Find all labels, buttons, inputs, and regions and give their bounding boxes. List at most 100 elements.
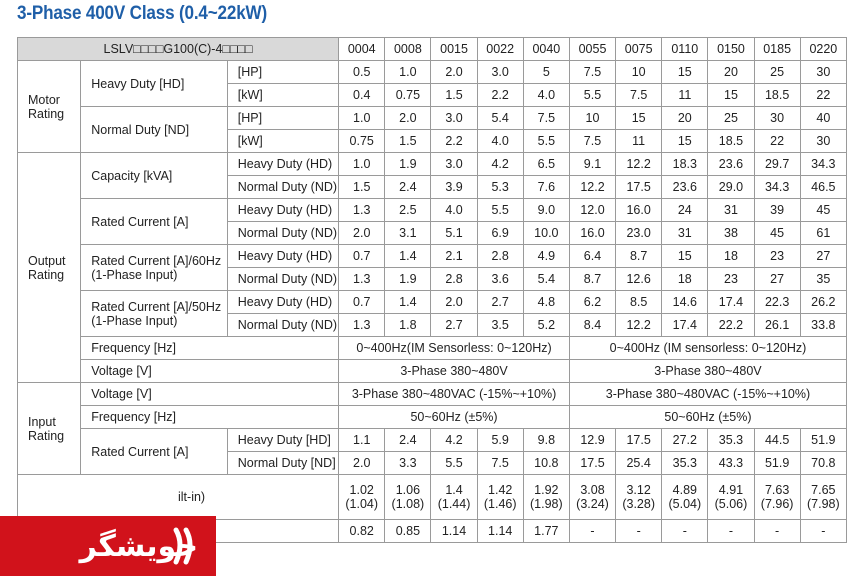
code-cell: 0008 xyxy=(384,37,432,61)
merged-value-cell: 3-Phase 380~480VAC (-15%~+10%) xyxy=(568,382,848,406)
value-cell: 15 xyxy=(661,129,709,153)
value-cell: - xyxy=(615,519,663,543)
value-paren: (5.06) xyxy=(714,497,748,511)
value-main: 1.02 xyxy=(349,483,374,497)
row-label: Voltage [V] xyxy=(80,359,340,383)
value-cell: 1.3 xyxy=(338,267,386,291)
value-cell: 1.3 xyxy=(338,313,386,337)
duty-label: Normal Duty (ND) xyxy=(226,313,340,337)
value-main: 7.63 xyxy=(764,483,790,497)
value-main: 4.91 xyxy=(718,483,744,497)
row-label: Capacity [kVA] xyxy=(80,152,228,199)
value-cell: 18 xyxy=(707,244,755,268)
value-cell: 10.8 xyxy=(522,451,570,475)
value-cell: 1.0 xyxy=(338,106,386,130)
label-line: Rated Current [A]/60Hz xyxy=(91,253,222,268)
value-cell: 1.4 (1.44) xyxy=(430,474,478,520)
value-cell: 0.82 xyxy=(338,519,386,543)
value-cell: 1.5 xyxy=(384,129,432,153)
value-cell: - xyxy=(753,519,801,543)
spec-table: LSLV□□□□G100(C)-4□□□□ 0004 0008 0015 002… xyxy=(16,37,848,543)
value-cell: 1.4 xyxy=(384,244,432,268)
value-cell: 2.0 xyxy=(338,451,386,475)
value-cell: 39 xyxy=(753,198,801,222)
value-cell: 5.1 xyxy=(430,221,478,245)
value-cell: 27 xyxy=(753,267,801,291)
value-cell: 20 xyxy=(661,106,709,130)
value-cell: 3.6 xyxy=(476,267,524,291)
value-cell: 4.0 xyxy=(522,83,570,107)
value-cell: 1.42 (1.46) xyxy=(476,474,524,520)
value-cell: 5.2 xyxy=(522,313,570,337)
value-paren: (1.08) xyxy=(391,497,425,511)
value-cell: 15 xyxy=(707,83,755,107)
value-cell: 4.2 xyxy=(430,428,478,452)
value-cell: 26.2 xyxy=(799,290,848,314)
value-paren: (1.46) xyxy=(483,497,517,511)
value-cell: 12.9 xyxy=(568,428,617,452)
value-cell: 3.08 (3.24) xyxy=(568,474,617,520)
table-row: Voltage [V] 3-Phase 380~480V 3-Phase 380~4… xyxy=(18,359,848,383)
value-paren: (1.04) xyxy=(345,497,379,511)
value-cell: - xyxy=(568,519,617,543)
value-cell: 16.0 xyxy=(568,221,617,245)
value-cell: 12.2 xyxy=(615,152,663,176)
code-cell: 0004 xyxy=(338,37,386,61)
merged-value-cell: 50~60Hz (±5%) xyxy=(338,405,570,429)
value-cell: 2.1 xyxy=(430,244,478,268)
value-cell: 10 xyxy=(568,106,617,130)
value-cell: 2.2 xyxy=(476,83,524,107)
value-cell: 4.2 xyxy=(476,152,524,176)
value-cell: 2.0 xyxy=(384,106,432,130)
value-cell: 3.5 xyxy=(476,313,524,337)
value-cell: 0.75 xyxy=(338,129,386,153)
value-main: 1.92 xyxy=(534,483,559,497)
code-cell: 0075 xyxy=(615,37,663,61)
value-cell: 4.89 (5.04) xyxy=(661,474,709,520)
group-label: Motor Rating xyxy=(28,92,65,121)
value-cell: 8.5 xyxy=(615,290,663,314)
header-row: LSLV□□□□G100(C)-4□□□□ 0004 0008 0015 002… xyxy=(16,37,848,61)
value-cell: 17.5 xyxy=(615,428,663,452)
value-cell: 29.0 xyxy=(707,175,755,199)
value-paren: (7.98) xyxy=(807,497,840,511)
unit-label: [HP] xyxy=(226,60,340,84)
merged-value-cell: 3-Phase 380~480V xyxy=(568,359,848,383)
page-title: 3-Phase 400V Class (0.4~22kW) xyxy=(17,3,268,24)
value-cell: 38 xyxy=(707,221,755,245)
merged-value-cell: 3-Phase 380~480V xyxy=(338,359,570,383)
value-cell: 31 xyxy=(661,221,709,245)
row-label: Rated Current [A]/50Hz (1-Phase Input) xyxy=(80,290,228,337)
duty-label: Normal Duty (ND) xyxy=(226,221,340,245)
value-cell: 25 xyxy=(753,60,801,84)
value-cell: 30 xyxy=(799,60,848,84)
value-cell: - xyxy=(799,519,848,543)
value-cell: 4.0 xyxy=(476,129,524,153)
value-cell: 2.7 xyxy=(476,290,524,314)
value-cell: 6.9 xyxy=(476,221,524,245)
code-cell: 0055 xyxy=(568,37,617,61)
table-row: Normal Duty (ND) 1.5 2.4 3.9 5.3 7.6 12.2 17.5 2… xyxy=(18,175,848,199)
value-cell: 2.8 xyxy=(430,267,478,291)
value-cell: 44.5 xyxy=(753,428,801,452)
group-label: Input Rating xyxy=(28,414,65,443)
value-cell: 4.91 (5.06) xyxy=(707,474,755,520)
value-cell: 5.3 xyxy=(476,175,524,199)
table-row: Output Rating Capacity [kVA] Heavy Duty (H… xyxy=(16,152,848,383)
value-cell: 1.5 xyxy=(338,175,386,199)
value-cell: 4.9 xyxy=(522,244,570,268)
value-cell: 23.0 xyxy=(615,221,663,245)
value-cell: 35.3 xyxy=(707,428,755,452)
value-cell: 1.0 xyxy=(338,152,386,176)
table-row: Normal Duty [ND] 2.0 3.3 5.5 7.5 10.8 17.5 25.4… xyxy=(18,451,848,475)
value-cell: 45 xyxy=(753,221,801,245)
value-cell: 5.5 xyxy=(568,83,617,107)
value-cell: 6.4 xyxy=(568,244,617,268)
unit-label: [HP] xyxy=(226,106,340,130)
value-cell: 2.0 xyxy=(338,221,386,245)
value-cell: 40 xyxy=(799,106,848,130)
table-row: Rated Current [A]/50Hz (1-Phase Input) Hea… xyxy=(18,290,848,337)
table-row: ilt-in) 1.02 (1.04) 1.06 (1.08) 1.4 (1.44) 1.42… xyxy=(16,474,848,520)
value-cell: 3.9 xyxy=(430,175,478,199)
table-row: Frequency [Hz] 50~60Hz (±5%) 50~60Hz (±5%) xyxy=(18,405,848,429)
